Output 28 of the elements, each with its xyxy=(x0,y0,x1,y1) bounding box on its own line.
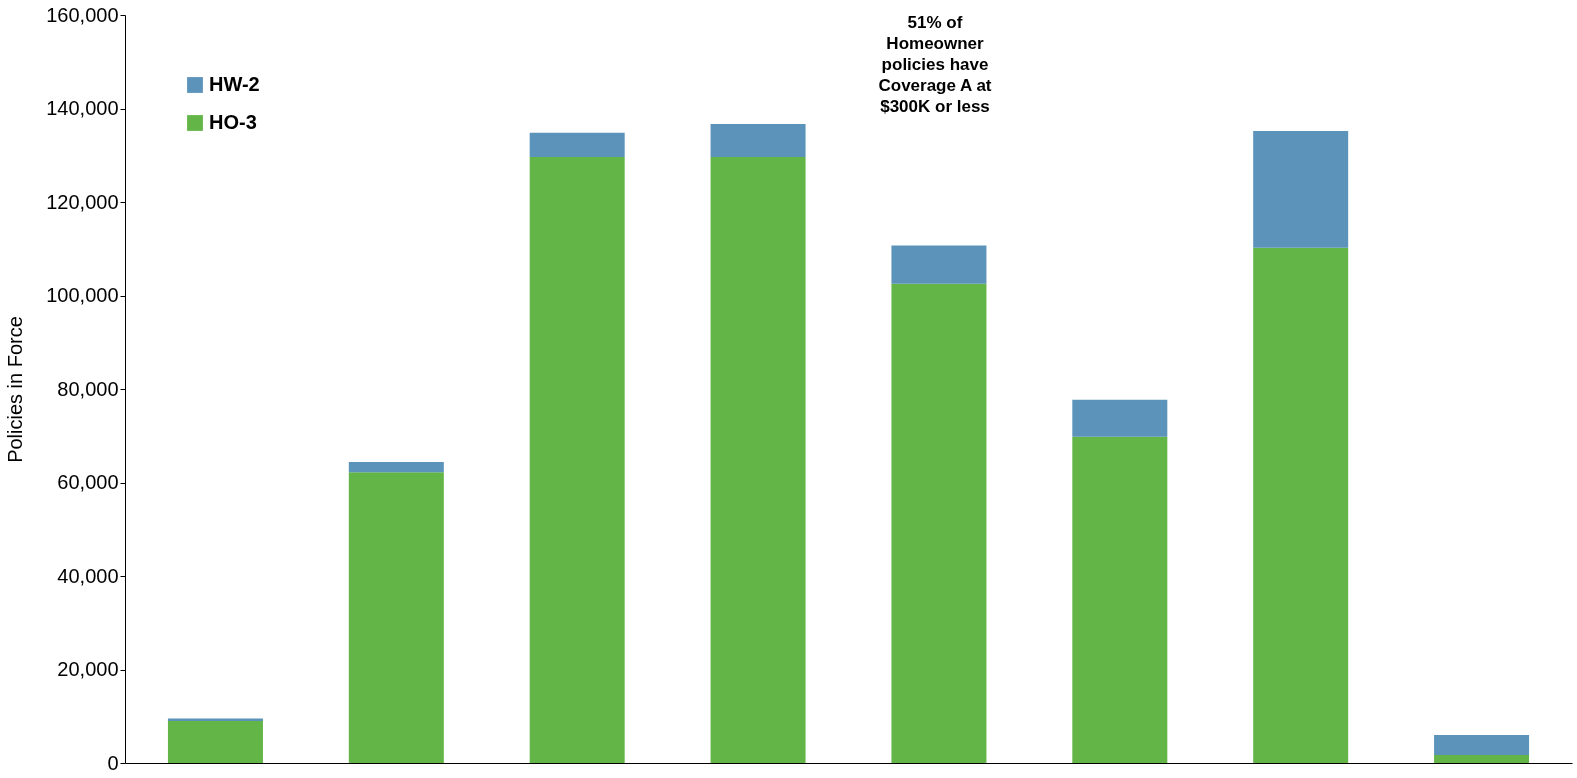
y-tick-label: 80,000 xyxy=(57,377,119,400)
bar xyxy=(710,157,806,763)
bar xyxy=(348,472,444,763)
bar xyxy=(529,157,625,763)
y-tick-label: 100,000 xyxy=(46,284,119,306)
bar xyxy=(167,720,263,763)
y-tick-label: 40,000 xyxy=(57,564,119,587)
bar xyxy=(1253,247,1349,763)
bar xyxy=(1072,436,1168,763)
y-tick-label: 20,000 xyxy=(57,658,119,680)
bar xyxy=(1434,734,1530,756)
bar xyxy=(348,461,444,473)
y-tick-label: 0 xyxy=(107,751,119,774)
bar xyxy=(1072,399,1168,437)
legend-label: HW-2 xyxy=(209,73,260,95)
annotation: 51% of Homeowner policies have Coverage A at $300K or less xyxy=(878,13,992,116)
y-tick-label: 140,000 xyxy=(46,97,119,119)
y-tick-label: 60,000 xyxy=(57,471,119,493)
y-tick-label: 120,000 xyxy=(46,190,119,213)
legend-label: HO-3 xyxy=(209,111,257,133)
bar xyxy=(891,245,987,284)
bar xyxy=(1253,130,1349,248)
bar xyxy=(891,283,987,763)
y-tick-label: 160,000 xyxy=(46,3,119,26)
y-axis-title: Policies in Force xyxy=(4,316,27,463)
bar xyxy=(529,132,625,158)
bar xyxy=(1434,755,1530,763)
bar xyxy=(710,123,806,158)
